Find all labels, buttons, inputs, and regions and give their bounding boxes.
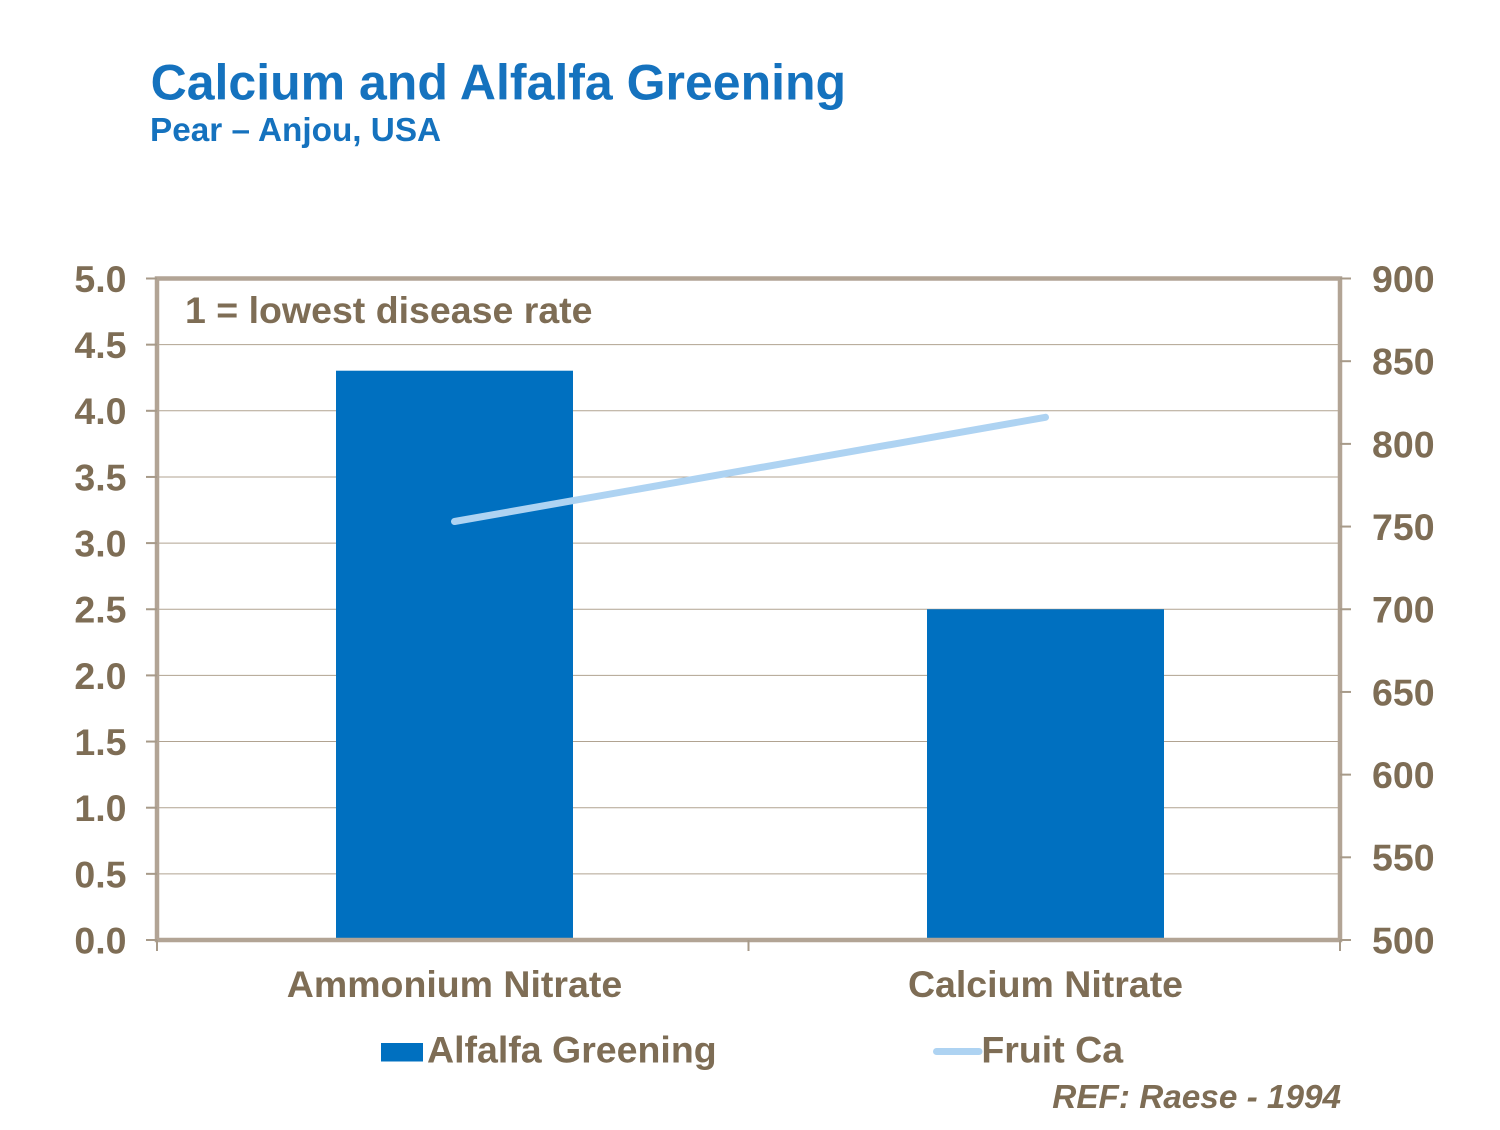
svg-text:900: 900 (1372, 258, 1435, 300)
svg-text:2.5: 2.5 (74, 589, 126, 631)
svg-text:4.0: 4.0 (74, 390, 126, 432)
svg-text:Calcium Nitrate: Calcium Nitrate (908, 963, 1183, 1005)
svg-text:Alfalfa Greening: Alfalfa Greening (427, 1029, 717, 1071)
svg-text:0.5: 0.5 (74, 853, 126, 895)
svg-text:700: 700 (1372, 589, 1435, 631)
svg-text:0.0: 0.0 (74, 919, 126, 961)
svg-text:500: 500 (1372, 919, 1435, 961)
svg-text:3.5: 3.5 (74, 456, 126, 498)
svg-text:5.0: 5.0 (74, 258, 126, 300)
svg-text:1.5: 1.5 (74, 721, 126, 763)
svg-text:3.0: 3.0 (74, 523, 126, 565)
svg-text:2.0: 2.0 (74, 655, 126, 697)
svg-text:REF: Raese - 1994: REF: Raese - 1994 (1052, 1079, 1341, 1116)
svg-text:Pear – Anjou, USA: Pear – Anjou, USA (150, 112, 441, 149)
svg-text:800: 800 (1372, 423, 1435, 465)
svg-text:650: 650 (1372, 671, 1435, 713)
svg-text:Fruit Ca: Fruit Ca (981, 1029, 1124, 1071)
svg-text:850: 850 (1372, 341, 1435, 383)
svg-text:4.5: 4.5 (74, 324, 126, 366)
svg-text:1.0: 1.0 (74, 787, 126, 829)
svg-text:Ammonium Nitrate: Ammonium Nitrate (287, 963, 622, 1005)
svg-text:550: 550 (1372, 837, 1435, 879)
svg-text:750: 750 (1372, 506, 1435, 548)
svg-text:Calcium and Alfalfa Greening: Calcium and Alfalfa Greening (151, 55, 847, 111)
svg-text:1 = lowest disease rate: 1 = lowest disease rate (185, 289, 593, 331)
svg-text:600: 600 (1372, 754, 1435, 796)
